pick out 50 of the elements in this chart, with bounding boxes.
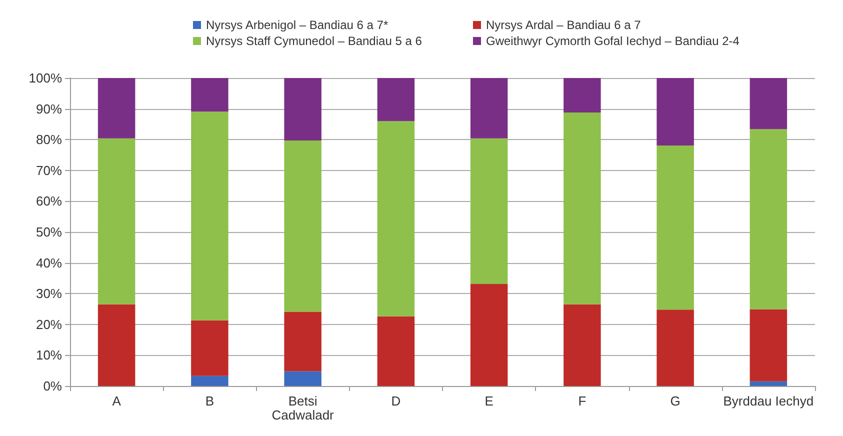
bar: [564, 112, 601, 304]
bar: [564, 78, 601, 112]
x-tick-label: Byrddau Iechyd: [723, 394, 814, 408]
bar: [470, 284, 508, 386]
x-tick-label: E: [484, 394, 494, 408]
bar: [284, 312, 322, 372]
bar: [377, 78, 415, 122]
y-tick-label: 60%: [36, 194, 62, 209]
x-tick-label: A: [112, 394, 122, 408]
bar: [470, 78, 508, 138]
bar: [284, 371, 322, 386]
bar: [191, 320, 228, 376]
x-tick-label: B: [205, 394, 214, 408]
y-tick-label: 100%: [28, 70, 62, 86]
bar: [470, 138, 508, 284]
legend-label: Nyrsys Staff Cymunedol – Bandiau 5 a 6: [206, 34, 422, 48]
x-tick-label: Betsi Cadwaladr: [272, 394, 335, 422]
bar: [750, 381, 788, 386]
bar: [98, 138, 136, 304]
x-tick-label: G: [670, 394, 680, 408]
bar: [191, 376, 228, 386]
y-tick-label: 0%: [43, 378, 62, 394]
bar: [750, 309, 788, 382]
x-tick-label: D: [391, 394, 401, 408]
legend-label: Nyrsys Ardal – Bandiau 6 a 7: [486, 18, 642, 32]
y-tick-label: 20%: [36, 316, 62, 332]
legend-label: Gweithwyr Cymorth Gofal Iechyd – Bandiau 2-4: [486, 34, 740, 48]
y-tick-label: 50%: [36, 224, 62, 240]
bar: [191, 112, 228, 320]
bar: [656, 310, 694, 386]
bar: [284, 78, 322, 141]
bar: [377, 316, 415, 386]
bar: [750, 78, 788, 130]
bar: [98, 78, 136, 138]
y-tick-label: 90%: [36, 101, 62, 116]
bar: [377, 121, 415, 316]
bar: [284, 140, 322, 312]
bar: [656, 78, 694, 146]
y-tick-label: 30%: [36, 286, 62, 302]
y-tick-label: 40%: [36, 255, 62, 270]
bar: [564, 304, 601, 386]
x-tick-label: F: [578, 394, 586, 408]
bar: [98, 304, 136, 386]
bar: [656, 145, 694, 310]
y-tick-label: 10%: [36, 348, 62, 363]
y-tick-label: 70%: [36, 162, 62, 178]
bar: [191, 78, 228, 112]
y-tick-label: 80%: [36, 132, 62, 148]
bar: [750, 129, 788, 310]
legend-label: Nyrsys Arbenigol – Bandiau 6 a 7*: [206, 18, 388, 32]
